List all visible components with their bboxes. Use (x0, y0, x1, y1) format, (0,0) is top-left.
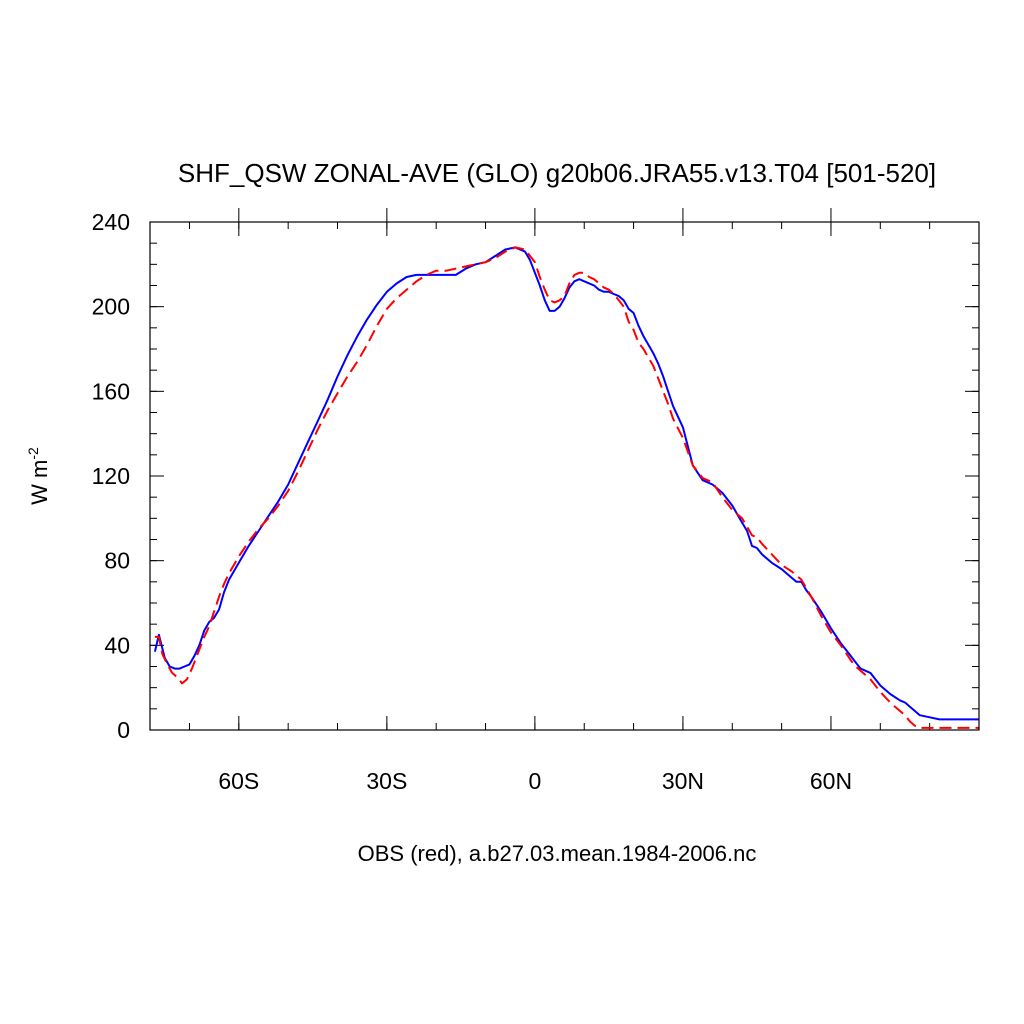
y-axis-label-main: W m (27, 460, 52, 505)
obs-series-line (154, 246, 979, 729)
chart-title: SHF_QSW ZONAL-AVE (GLO) g20b06.JRA55.v13… (178, 158, 936, 188)
x-tick-label: 0 (528, 768, 541, 794)
x-axis-label: OBS (red), a.b27.03.mean.1984-2006.nc (358, 841, 757, 866)
y-tick-label: 120 (92, 463, 130, 489)
y-tick-label: 240 (92, 209, 130, 235)
y-tick-label: 40 (104, 632, 130, 658)
x-tick-label: 30S (366, 768, 407, 794)
y-tick-label: 80 (104, 548, 130, 574)
y-tick-label: 160 (92, 378, 130, 404)
y-axis-label-sup: -2 (25, 447, 41, 460)
tick-labels: 60S 30S 0 30N 60N 0 40 80 120 160 200 240 (92, 209, 852, 794)
x-tick-label: 60N (810, 768, 852, 794)
y-axis-label: W m-2 (25, 447, 52, 505)
x-tick-label: 30N (662, 768, 704, 794)
axis-ticks (150, 208, 980, 731)
model-series-line (153, 246, 979, 721)
y-tick-label: 0 (117, 717, 130, 743)
x-tick-label: 60S (218, 768, 259, 794)
series-lines (153, 246, 979, 729)
y-tick-label: 200 (92, 294, 130, 320)
plot-frame (149, 221, 980, 731)
